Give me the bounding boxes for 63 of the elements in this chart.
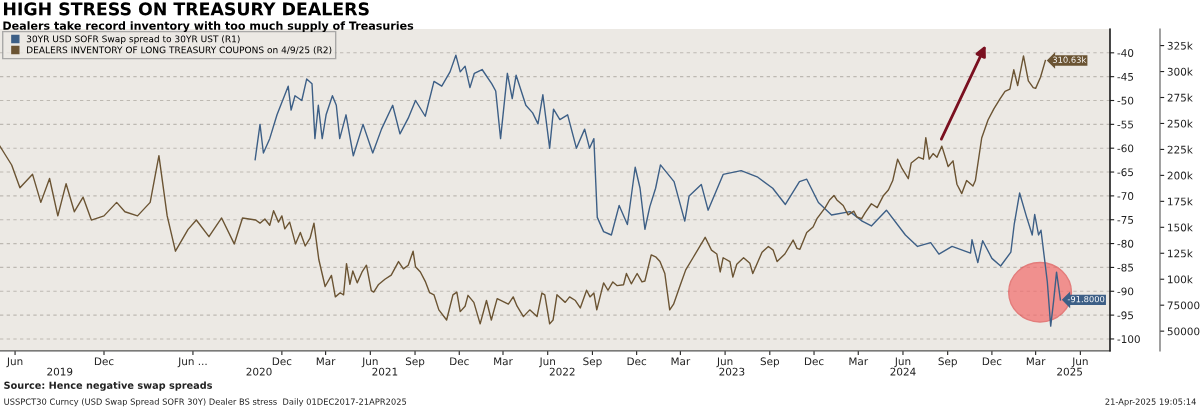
x-tick-label: Mar xyxy=(671,357,691,366)
x2-tick-label: 2019 xyxy=(47,367,73,376)
y2-tick-label: 50000 xyxy=(1167,327,1200,336)
y-tick-label: -80 xyxy=(1117,239,1134,248)
y-tick-label: -50 xyxy=(1117,96,1134,105)
x-tick-label: Jun xyxy=(716,357,733,368)
x-tick-label: Sep xyxy=(760,357,780,368)
x-tick-label: Mar xyxy=(1026,357,1046,366)
x-tick-label: Jun xyxy=(894,357,911,368)
y2-tick-label: 175k xyxy=(1168,197,1193,206)
y-tick-label: -85 xyxy=(1117,263,1134,272)
x-tick-label: Dec xyxy=(804,357,824,366)
y2-tick-label: 125k xyxy=(1168,249,1193,258)
y2-tick-label: 100k xyxy=(1168,275,1193,284)
x-tick-label: Sep xyxy=(583,357,602,368)
y-tick-label: -95 xyxy=(1117,311,1134,320)
y2-tick-label: 200k xyxy=(1167,171,1193,180)
y-tick-label: -45 xyxy=(1117,73,1134,81)
x-tick-label: Dec xyxy=(982,357,1002,366)
x2-tick-label: 2023 xyxy=(719,367,745,376)
chart-title: HIGH STRESS ON TREASURY DEALERS xyxy=(4,2,369,16)
chart-subtitle: Dealers take record inventory with too much supply of Treasuries xyxy=(3,21,414,33)
x-tick-label: Mar xyxy=(849,357,869,366)
x2-tick-label: 2022 xyxy=(549,367,575,376)
y-tick-label: -100 xyxy=(1117,335,1140,344)
x-tick-label: Jun xyxy=(361,357,378,368)
y2-tick-label: 300k xyxy=(1167,67,1193,76)
x2-tick-label: 2024 xyxy=(890,367,916,376)
y-tick-label: -40 xyxy=(1117,49,1134,57)
text: 21-Apr-2025 19:05:14 xyxy=(1105,398,1196,407)
x-tick-label: Dec xyxy=(272,357,292,366)
y2-tick-label: 275k xyxy=(1167,93,1193,102)
x-tick-label: Mar xyxy=(316,357,336,366)
legend-label: 30YR USD SOFR Swap spread to 30YR UST (R1) xyxy=(26,35,240,45)
x-tick-label: Sep xyxy=(405,357,425,368)
data-label: 310.63k xyxy=(1052,56,1087,63)
x2-tick-label: 2025 xyxy=(1057,367,1083,376)
y-tick-label: -75 xyxy=(1117,216,1134,224)
y2-tick-label: 75000 xyxy=(1167,301,1200,310)
x-tick-label: Dec xyxy=(94,357,114,366)
y-tick-label: -55 xyxy=(1117,120,1134,129)
y2-tick-label: 150k xyxy=(1168,223,1193,232)
x-tick-label: Jun xyxy=(539,357,555,368)
x-tick-label: Mar xyxy=(494,357,513,366)
y-tick-label: -60 xyxy=(1117,144,1134,153)
y-tick-label: -70 xyxy=(1117,192,1134,200)
x-tick-label: Dec xyxy=(450,357,469,366)
x-tick-label: Sep xyxy=(938,357,957,368)
x-tick-label: Jun xyxy=(6,357,23,368)
y-tick-label: -90 xyxy=(1117,287,1134,296)
y2-tick-label: 250k xyxy=(1167,119,1193,128)
x-tick-label: Jun ... xyxy=(177,357,207,368)
x2-tick-label: 2021 xyxy=(372,367,398,376)
y2-tick-label: 225k xyxy=(1167,145,1193,154)
legend-label: DEALERS INVENTORY OF LONG TREASURY COUPONS on 4/9/25 (R2) xyxy=(27,46,332,55)
text: USSPCT30 Curncy (USD Swap Spread SOFR 30Y) Dealer BS stress Daily 01DEC2017-21APR2025 xyxy=(4,398,407,407)
x-tick-label: Jun xyxy=(1071,357,1088,368)
y-tick-label: -65 xyxy=(1117,168,1134,177)
data-label: -91.8000 xyxy=(1067,295,1105,303)
x-tick-label: Dec xyxy=(627,357,647,366)
y2-tick-label: 325k xyxy=(1167,41,1193,50)
x2-tick-label: 2020 xyxy=(246,367,272,376)
source-note: Source: Hence negative swap spreads xyxy=(4,381,213,391)
